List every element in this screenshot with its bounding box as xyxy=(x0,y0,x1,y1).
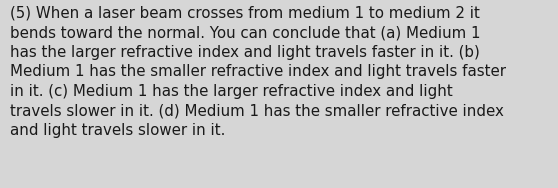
Text: (5) When a laser beam crosses from medium 1 to medium 2 it
bends toward the norm: (5) When a laser beam crosses from mediu… xyxy=(10,6,506,138)
